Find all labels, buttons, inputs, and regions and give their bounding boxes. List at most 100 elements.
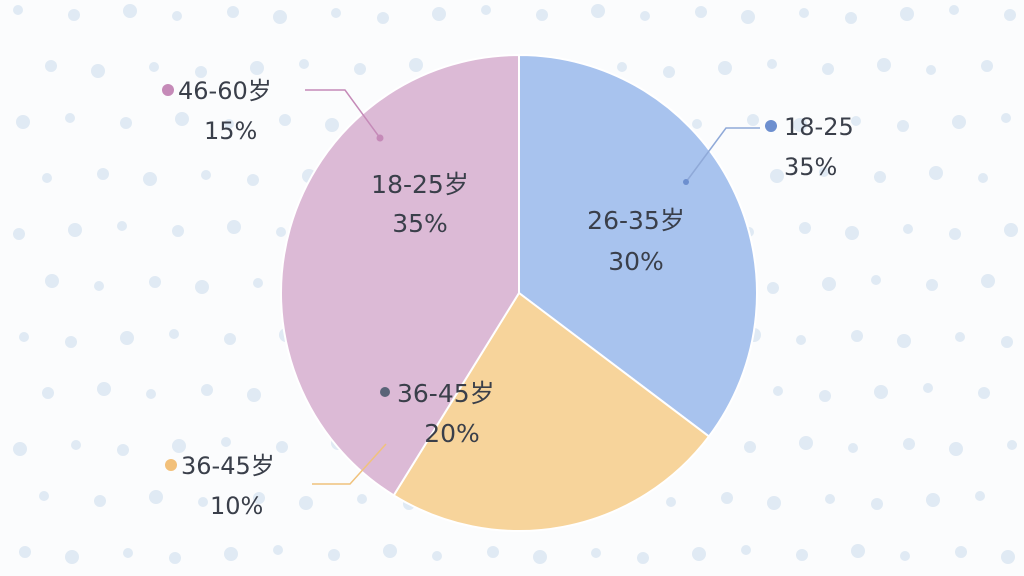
background-dot (172, 439, 186, 453)
background-dot (695, 6, 707, 18)
background-dot (637, 552, 649, 564)
background-dot (926, 65, 936, 75)
background-dot (224, 547, 238, 561)
background-dot (1001, 336, 1013, 348)
background-dot (799, 8, 809, 18)
leader-line-46-60 (305, 89, 381, 139)
background-dot (848, 443, 858, 453)
background-dot (903, 224, 913, 234)
background-dot (949, 5, 959, 15)
background-dot (900, 551, 910, 561)
background-dot (68, 223, 82, 237)
background-dot (169, 552, 181, 564)
background-dot (354, 63, 366, 75)
background-dot (299, 59, 309, 69)
background-dot (71, 440, 81, 450)
background-dot (793, 118, 807, 132)
background-dot (328, 549, 340, 561)
background-dot (640, 11, 650, 21)
background-dot (929, 166, 943, 180)
background-dot (952, 115, 966, 129)
background-dot (45, 274, 59, 288)
background-dot (978, 173, 988, 183)
background-dot (897, 334, 911, 348)
slice-value-36-45: 20% (424, 419, 480, 448)
background-dot (741, 545, 751, 555)
background-dot (42, 387, 54, 399)
slice-value-18-25: 35% (392, 209, 448, 238)
background-dot (692, 547, 706, 561)
background-dot (276, 441, 288, 453)
background-dot (325, 118, 339, 132)
background-dot (45, 60, 57, 72)
background-dot (16, 115, 30, 129)
background-dot (357, 494, 367, 504)
slice-label-18-25: 18-25岁 (371, 170, 469, 199)
background-dot (247, 174, 259, 186)
callout-value-18-25: 35% (784, 153, 837, 181)
background-dot (65, 550, 79, 564)
callout-label-18-25: 18-25 (784, 113, 854, 141)
pie-chart (280, 53, 758, 532)
callout-dot-46-60 (162, 84, 174, 96)
slice-label-26-35: 26-35岁 (587, 206, 685, 235)
background-dot (955, 332, 965, 342)
background-dot (224, 119, 234, 129)
background-dot (949, 228, 961, 240)
background-dot (871, 498, 883, 510)
background-dot (926, 279, 938, 291)
background-dot (721, 492, 733, 504)
leader-line-18-25 (685, 127, 760, 183)
pie-slice-36-45 (392, 291, 711, 532)
background-dot (481, 5, 491, 15)
background-dot (741, 10, 755, 24)
background-dot (617, 62, 627, 72)
background-dot (871, 275, 881, 285)
slice-value-26-35: 30% (608, 247, 664, 276)
background-dot (377, 12, 389, 24)
background-dot (900, 7, 914, 21)
callout-value-36-45: 10% (210, 492, 263, 520)
background-dot (1001, 550, 1015, 564)
callout-value-46-60: 15% (204, 117, 257, 145)
callout-label-46-60: 46-60岁 (178, 77, 272, 105)
background-dot (767, 496, 781, 510)
background-dot (331, 8, 341, 18)
background-dot (175, 112, 189, 126)
background-dot (536, 9, 548, 21)
leader-end-dot-46-60 (376, 134, 384, 142)
background-dot (172, 11, 182, 21)
background-dot (198, 497, 208, 507)
background-dot (172, 225, 184, 237)
background-dot (250, 61, 264, 75)
background-dot (279, 114, 291, 126)
background-dot (39, 491, 49, 501)
background-dot (767, 59, 777, 69)
background-dot (926, 493, 940, 507)
background-dot (877, 58, 891, 72)
background-dot (273, 545, 283, 555)
background-dot (1004, 223, 1018, 237)
background-dot (845, 12, 857, 24)
background-dot (65, 113, 75, 123)
background-dot (117, 221, 127, 231)
background-dot (851, 116, 861, 126)
background-dot (981, 60, 993, 72)
slice-marker-dot-36-45 (380, 387, 390, 397)
background-dot (149, 276, 161, 288)
background-dot (253, 492, 265, 504)
background-dot (19, 546, 31, 558)
background-dot (975, 491, 985, 501)
pie-slice-18-25 (280, 53, 520, 497)
background-dot (591, 548, 601, 558)
background-dot (195, 66, 207, 78)
background-dot (851, 330, 863, 342)
background-dot (796, 549, 808, 561)
background-dot (65, 336, 77, 348)
pie-slice-26-35 (518, 53, 758, 438)
background-dot (68, 9, 80, 21)
background-dot (692, 119, 702, 129)
background-dot (487, 546, 499, 558)
background-dot (874, 385, 888, 399)
